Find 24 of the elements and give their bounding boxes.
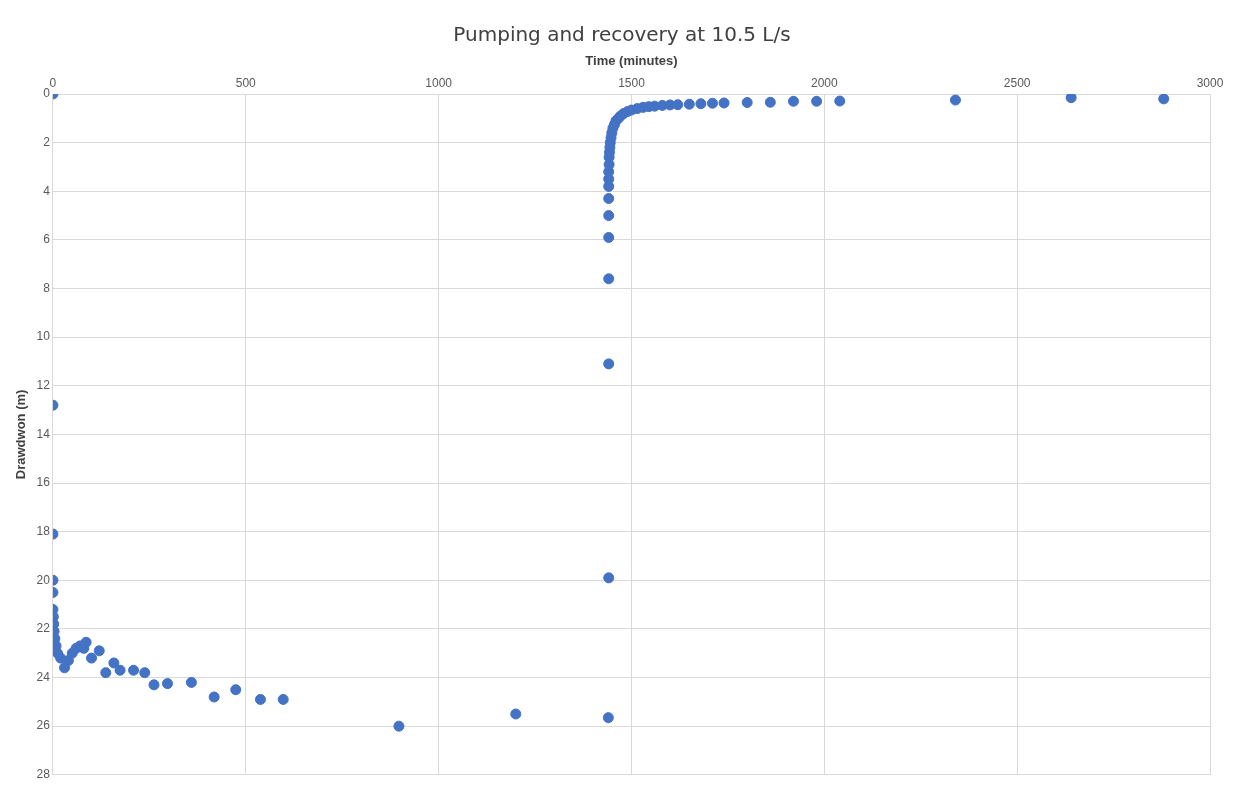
y-tick-label: 26 bbox=[36, 718, 51, 733]
y-tick-label: 8 bbox=[43, 280, 51, 295]
y-tick-label: 2 bbox=[43, 134, 51, 149]
x-tick-label: 2500 bbox=[1003, 76, 1031, 91]
y-tick-label: 16 bbox=[36, 475, 51, 490]
x-axis-title: Time (minutes) bbox=[585, 53, 678, 69]
x-tick-label: 2000 bbox=[810, 76, 838, 91]
x-tick-label: 1500 bbox=[618, 76, 646, 91]
y-tick-label: 20 bbox=[36, 572, 51, 587]
y-tick-label: 28 bbox=[36, 767, 51, 782]
y-tick-label: 24 bbox=[36, 669, 51, 684]
y-tick-label: 4 bbox=[43, 183, 51, 198]
chart-title: Pumping and recovery at 10.5 L/s bbox=[452, 22, 792, 48]
x-tick-label: 500 bbox=[235, 76, 257, 91]
y-axis-title: Drawdwon (m) bbox=[13, 389, 29, 480]
y-tick-label: 22 bbox=[36, 621, 51, 636]
x-tick-label: 3000 bbox=[1196, 76, 1224, 91]
y-tick-label: 12 bbox=[36, 378, 51, 393]
y-tick-label: 6 bbox=[43, 232, 51, 247]
y-tick-label: 18 bbox=[36, 523, 51, 538]
y-tick-label: 10 bbox=[36, 329, 51, 344]
y-tick-label: 0 bbox=[43, 86, 51, 101]
x-tick-label: 1000 bbox=[425, 76, 453, 91]
y-tick-label: 14 bbox=[36, 426, 51, 441]
